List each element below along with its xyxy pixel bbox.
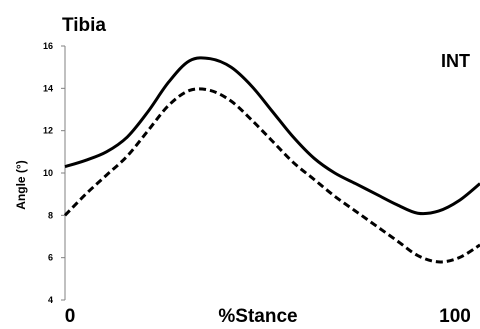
series-group — [63, 56, 480, 264]
x-ticks: 0 100 — [65, 306, 471, 327]
y-axis-label: Angle (°) — [14, 160, 28, 209]
y-tick-label: 8 — [48, 210, 53, 220]
dashed-series-line — [63, 87, 480, 264]
y-ticks: 4 6 8 10 12 14 16 — [43, 41, 65, 305]
chart-title: Tibia — [62, 15, 106, 36]
y-tick-label: 4 — [48, 295, 53, 305]
y-tick-label: 12 — [43, 126, 53, 136]
y-tick-label: 16 — [43, 41, 53, 51]
x-axis-label: %Stance — [218, 306, 297, 327]
x-tick-label: 100 — [439, 306, 471, 327]
x-tick-label: 0 — [65, 306, 76, 327]
solid-series-line — [64, 56, 480, 216]
y-tick-label: 10 — [43, 168, 53, 178]
corner-label: INT — [441, 51, 470, 71]
y-tick-label: 6 — [48, 253, 53, 263]
y-tick-label: 14 — [43, 83, 53, 93]
